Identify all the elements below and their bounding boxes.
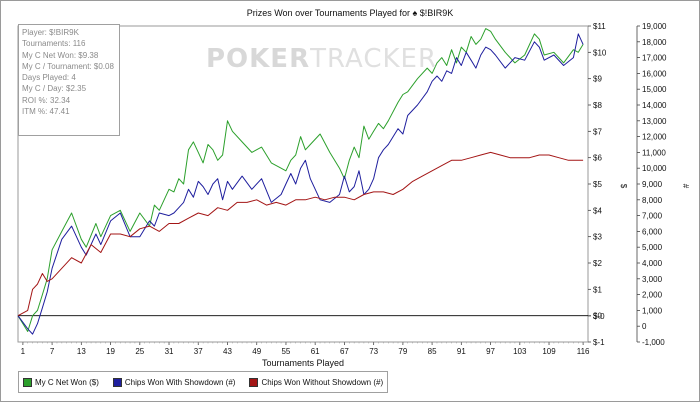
x-axis-ticks: 1 7 13 19 25 31 37 43 49 55 61 67 73 79 85 91 97 103 109 11…: [21, 342, 590, 356]
legend-swatch-red: [249, 377, 259, 387]
legend-item-no-showdown[interactable]: Chips Won Without Showdown (#): [249, 377, 384, 387]
x-tick-label: 79: [398, 347, 407, 356]
y-chips-tick-label: 15,000: [642, 85, 667, 94]
y-chips-tick-label: 6,000: [642, 227, 663, 236]
stats-box: Player: $!BIR9K Tournaments: 116 My C Ne…: [18, 24, 120, 136]
chart-title: Prizes Won over Tournaments Played for ♠…: [247, 8, 454, 18]
x-tick-label: 116: [577, 347, 590, 356]
legend-item-showdown[interactable]: Chips Won With Showdown (#): [112, 377, 236, 387]
y-chips-tick-label: 1,000: [642, 306, 663, 315]
series-line-1: [17, 33, 584, 335]
stat-tournaments: Tournaments: 116: [22, 39, 86, 49]
x-tick-label: 55: [281, 347, 290, 356]
x-tick-label: 31: [165, 347, 174, 356]
y-dollar-tick-label: $11: [593, 22, 606, 31]
legend-item-net-won[interactable]: My C Net Won ($): [23, 377, 99, 387]
y-chips-tick-label: 5,000: [642, 243, 663, 252]
y-chips-tick-label: 17,000: [642, 54, 667, 63]
x-tick-label: 85: [428, 347, 437, 356]
x-tick-label: 37: [194, 347, 203, 356]
x-tick-label: 49: [252, 347, 261, 356]
y-chips-tick-label: 16,000: [642, 69, 667, 78]
x-tick-label: 97: [486, 347, 495, 356]
y-chips-tick-label: -1,000: [642, 338, 665, 347]
stat-net-won: My C Net Won: $9.38: [22, 50, 99, 60]
y-chips-tick-label: 4,000: [642, 259, 663, 268]
y-dollar-tick-label: $7: [593, 127, 602, 136]
x-tick-label: 25: [135, 347, 144, 356]
x-tick-label: 43: [223, 347, 232, 356]
x-tick-label: 67: [340, 347, 349, 356]
legend-swatch-blue: [112, 377, 122, 387]
x-axis-label: Tournaments Played: [262, 358, 344, 368]
legend-label: My C Net Won ($): [35, 377, 99, 387]
y-chips-tick-label: 3,000: [642, 275, 663, 284]
y-chips-tick-label: 10,000: [642, 164, 667, 173]
series-layer: [17, 28, 584, 335]
x-tick-label: 1: [21, 347, 26, 356]
legend-swatch-green: [23, 377, 32, 387]
y-dollar-tick-label: $1: [593, 285, 602, 294]
y-chips-tick-label: 18,000: [642, 38, 667, 47]
x-tick-label: 91: [457, 347, 466, 356]
stat-roi: ROI %: 32.34: [22, 95, 71, 105]
y-dollar-tick-label: $0: [593, 312, 602, 321]
chart-legend: My C Net Won ($) Chips Won With Showdown…: [18, 371, 388, 393]
y-dollar-tick-label: $10: [593, 48, 607, 57]
stat-itm: ITM %: 47.41: [22, 107, 70, 117]
y-chips-tick-label: 9,000: [642, 180, 663, 189]
stat-player: Player: $!BIR9K: [22, 28, 79, 37]
x-tick-label: 109: [542, 347, 556, 356]
y-chips-tick-label: 12,000: [642, 133, 667, 142]
y-chips-tick-label: 19,000: [642, 22, 667, 31]
y-dollar-tick-label: $6: [593, 154, 602, 163]
stat-per-day: My C / Day: $2.35: [22, 84, 87, 94]
stat-per-tournament: My C / Tournament: $0.08: [22, 61, 114, 71]
y-chips-tick-label: 8,000: [642, 196, 663, 205]
y-chips-tick-label: 7,000: [642, 212, 663, 221]
y-dollar-tick-label: $8: [593, 101, 602, 110]
y-dollar-tick-label: $5: [593, 180, 602, 189]
y-chips-tick-label: 2,000: [642, 291, 663, 300]
x-tick-label: 13: [77, 347, 86, 356]
y-axis-chips-label: #: [681, 184, 690, 189]
x-tick-label: 73: [369, 347, 378, 356]
x-tick-label: 103: [513, 347, 527, 356]
y-dollar-tick-label: $3: [593, 233, 602, 242]
watermark-left: POKER: [206, 44, 311, 74]
y-chips-tick-label: 13,000: [642, 117, 667, 126]
pokertracker-watermark: POKERTRACKER: [206, 44, 437, 74]
x-tick-label: 61: [311, 347, 320, 356]
y-dollar-tick-label: $2: [593, 259, 602, 268]
y-dollar-tick-label: $-1: [593, 338, 605, 347]
y-dollar-tick-label: $4: [593, 206, 602, 215]
y-axis-dollar-label: $: [619, 184, 628, 189]
y-dollar-tick-label: $-0: [593, 312, 605, 321]
y-dollar-tick-label: $9: [593, 75, 602, 84]
series-line-0: [17, 28, 584, 332]
y-axis-dollar-ticks: $-1 $-0$0 $1 $2 $3 $4 $5 $6 $7 $8 $9 $10 $11: [588, 22, 607, 347]
x-tick-label: 19: [106, 347, 115, 356]
watermark-right: TRACKER: [310, 44, 438, 74]
y-chips-tick-label: 0: [642, 322, 647, 331]
legend-label: Chips Won Without Showdown (#): [261, 377, 384, 387]
stat-days-played: Days Played: 4: [22, 73, 76, 83]
y-chips-tick-label: 11,000: [642, 148, 666, 157]
y-axis-chips-ticks: -1,000 0 1,000 2,000 3,000 4,000 5,000 6,000 7,0…: [636, 22, 667, 347]
legend-label: Chips Won With Showdown (#): [124, 377, 236, 387]
x-tick-label: 7: [50, 347, 55, 356]
y-chips-tick-label: 14,000: [642, 101, 667, 110]
series-line-2: [17, 151, 584, 317]
